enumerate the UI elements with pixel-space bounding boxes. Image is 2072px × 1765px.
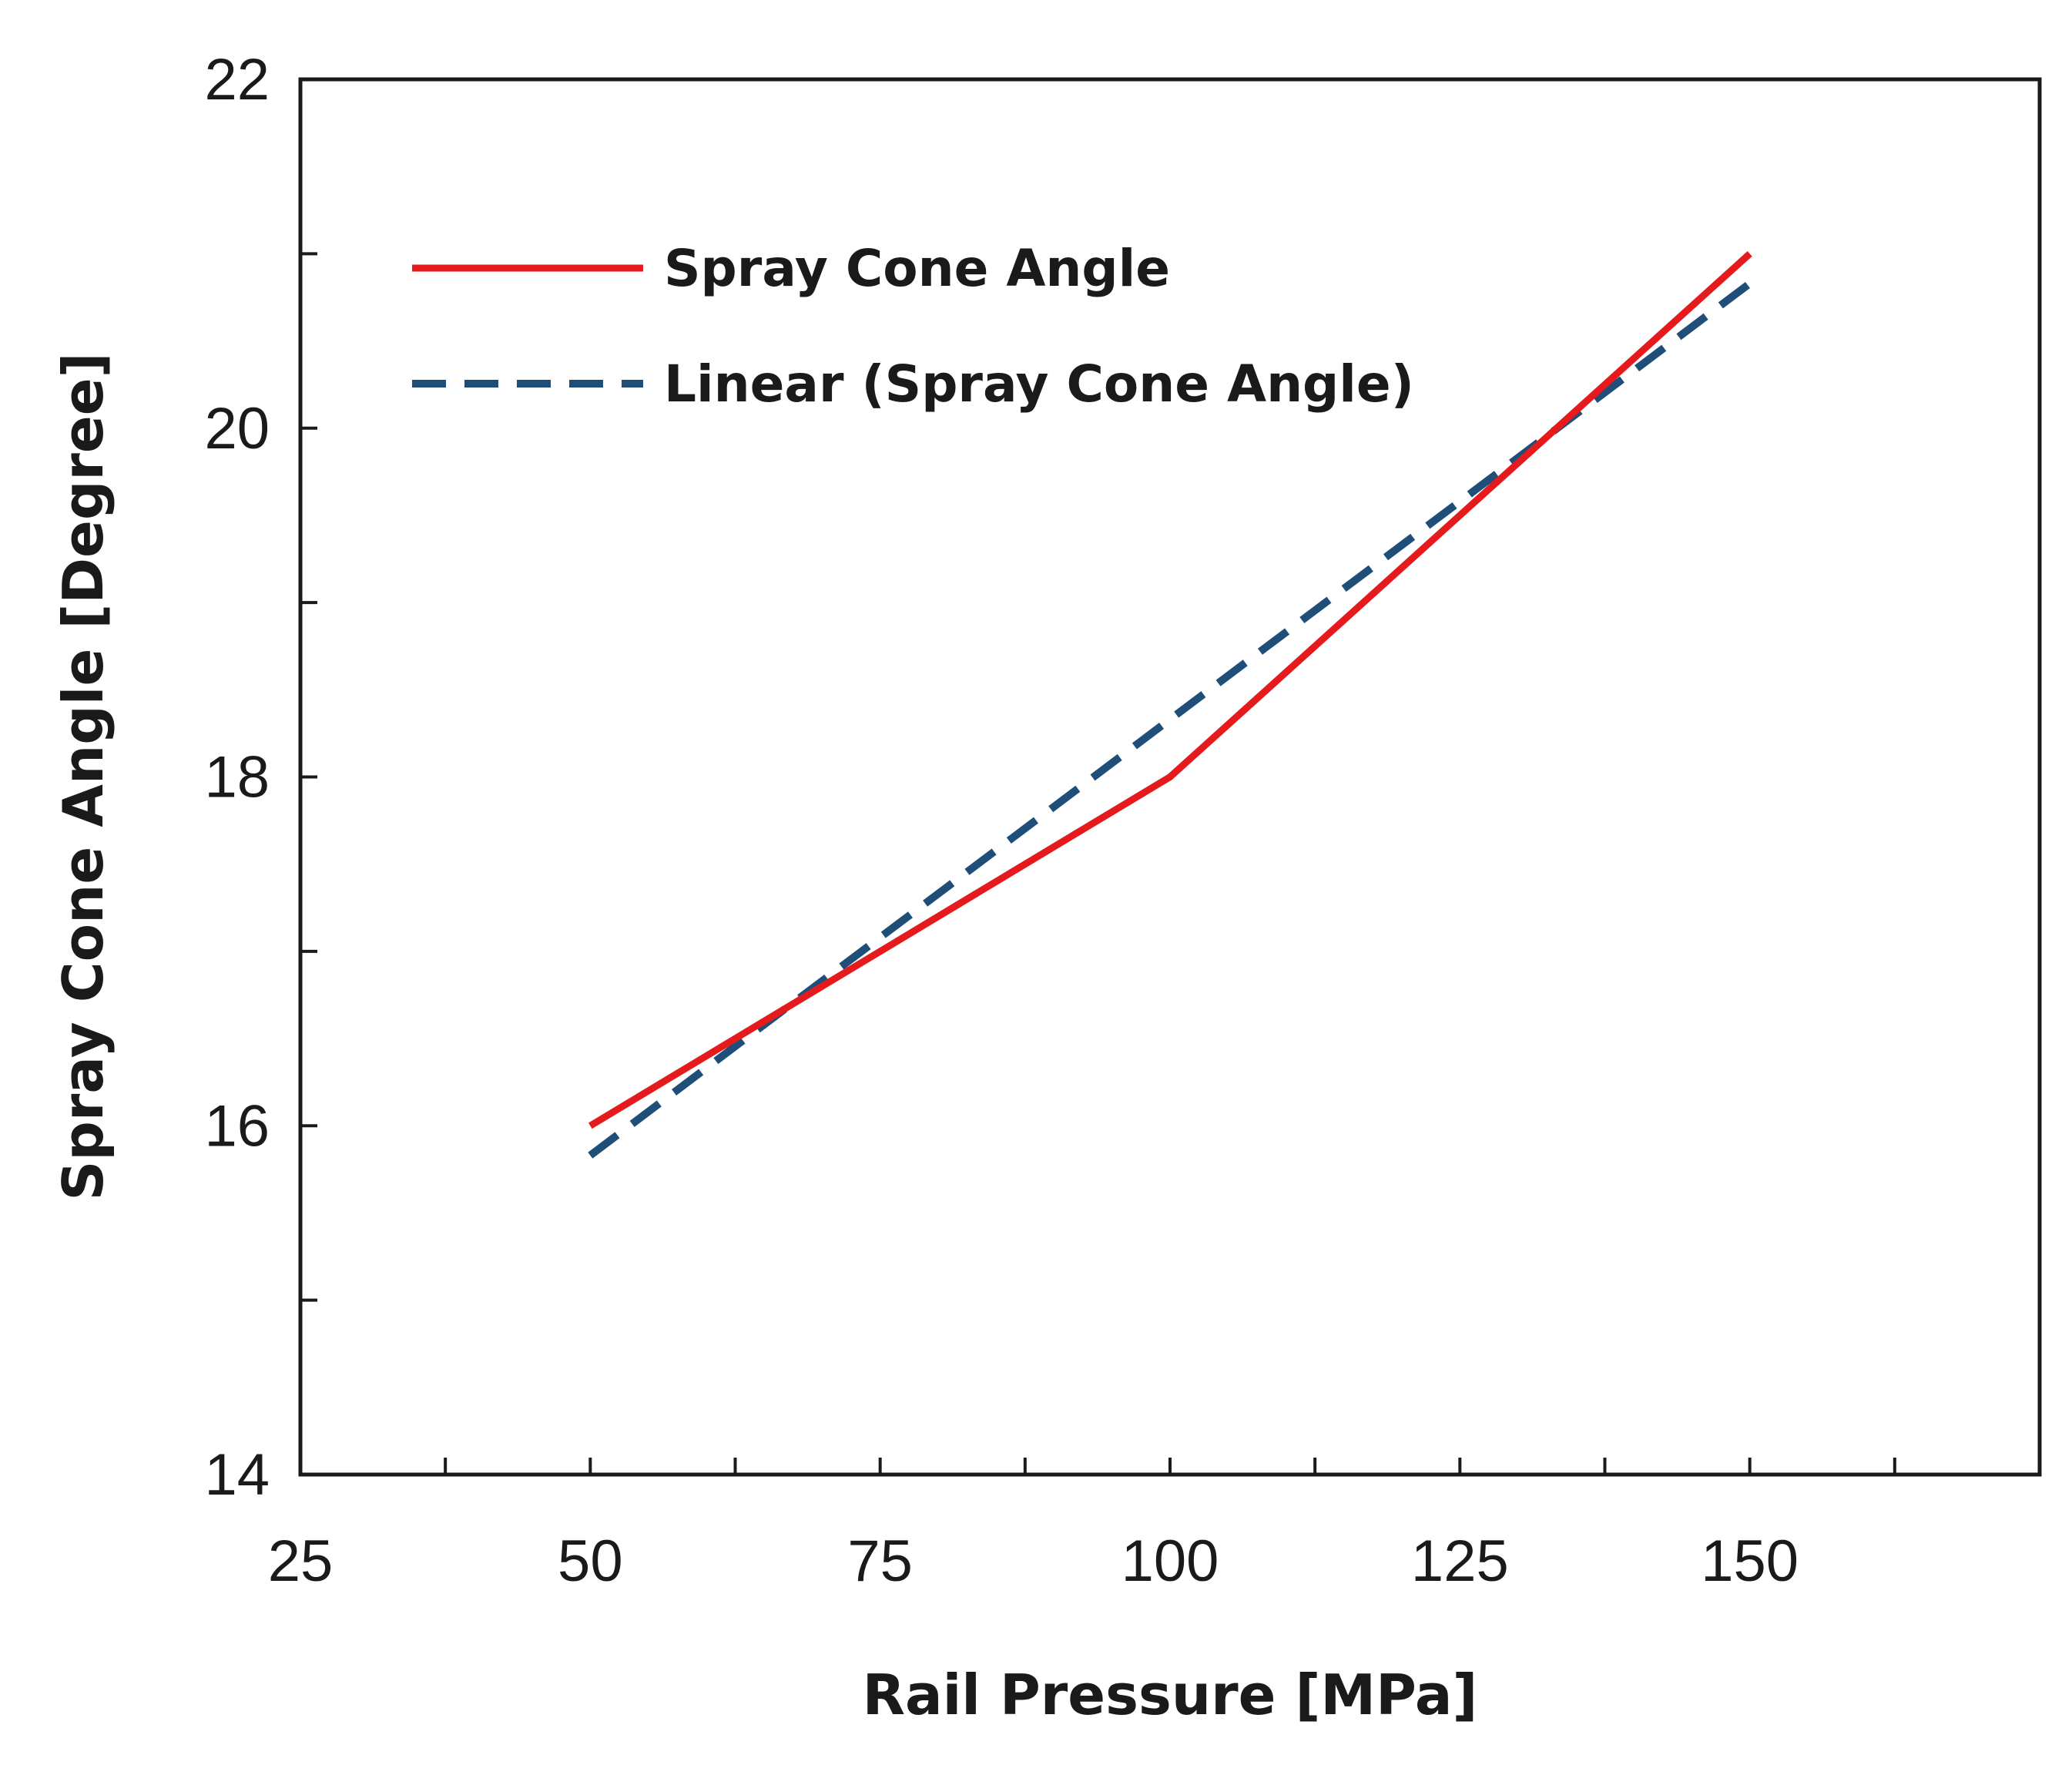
y-tick-label: 16 <box>204 1093 270 1159</box>
y-tick-label: 20 <box>204 396 270 461</box>
series-line-spray-cone-angle <box>588 251 1752 1129</box>
y-tick-label: 14 <box>204 1442 270 1508</box>
x-tick-labels: 25 50 75 100 125 150 <box>268 1528 1799 1594</box>
x-tick-label: 150 <box>1701 1528 1799 1594</box>
x-tick-label: 75 <box>847 1528 913 1594</box>
series-layer <box>588 251 1752 1159</box>
x-tick-label: 100 <box>1121 1528 1219 1594</box>
x-tick-label: 50 <box>558 1528 623 1594</box>
legend-label: Linear (Spray Cone Angle) <box>664 354 1414 414</box>
x-axis-title: Rail Pressure [MPa] <box>863 1663 1478 1727</box>
y-tick-label: 18 <box>204 745 270 810</box>
y-tick-labels: 14 16 18 20 22 <box>204 47 270 1508</box>
legend-label: Spray Cone Angle <box>664 239 1170 298</box>
x-tick-label: 25 <box>268 1528 334 1594</box>
y-axis-title: Spray Cone Angle [Degree] <box>51 353 116 1201</box>
y-tick-label: 22 <box>204 47 270 112</box>
minor-ticks <box>300 252 1896 1475</box>
legend: Spray Cone Angle Linear (Spray Cone Angle… <box>412 239 1414 414</box>
x-tick-label: 125 <box>1411 1528 1509 1594</box>
